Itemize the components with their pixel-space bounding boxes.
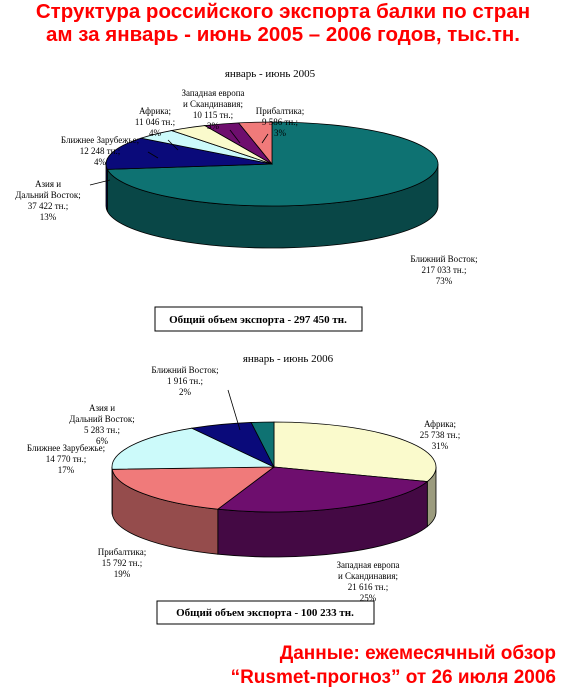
chart-2006-title: январь - июнь 2006 <box>243 353 334 365</box>
slice-label-ближнее-зарубежье: Ближнее Зарубежье; 12 248 тн.; 4% <box>61 135 139 167</box>
page-title-line2: ам за январь - июнь 2005 – 2006 годов, т… <box>46 23 520 46</box>
pie-slice-ближнее-зарубежье <box>111 427 275 470</box>
page-title: Структура российского экспорта балки по … <box>0 0 566 46</box>
pie-slice-западная-европа-и-скандинавия <box>216 466 429 513</box>
pie-slice-ближний-восток <box>250 421 275 468</box>
chart-2005-labels: Ближний Восток; 217 033 тн.; 73% Азия и Даль… <box>15 88 477 286</box>
slice-label-азия-и-дальний-восток: Азия и Дальний Восток; 37 422 тн.; 13% <box>15 179 80 222</box>
pie-wall-азия-и-дальний-восток <box>105 163 108 212</box>
leader-line-западная-европа-и-скандинавия <box>229 129 241 144</box>
slice-label-ближнее-зарубежье: Ближнее Зарубежье; 14 770 тн.; 17% <box>27 443 105 475</box>
chart-2005-title: январь - июнь 2005 <box>225 68 316 80</box>
source-note: Данные: ежемесячный обзор “Rusmet-прогно… <box>231 642 556 690</box>
chart-2006-labels: Африка; 25 738 тн.; 31% Западная европа и Ск… <box>27 365 460 603</box>
slice-label-западная-европа-и-скандинавия: Западная европа и Скандинавия; 21 616 тн.;… <box>336 560 399 603</box>
chart-2005-pie <box>105 121 439 249</box>
leader-line-африка <box>167 139 179 151</box>
slice-label-прибалтика: Прибалтика; 9 586 тн.; 3% <box>256 106 304 138</box>
slice-label-африка: Африка; 25 738 тн.; 31% <box>420 419 461 451</box>
leader-line-азия-и-дальний-восток <box>89 179 111 186</box>
source-note-line2: “Rusmet-прогноз” от 26 июля 2006 <box>230 667 556 688</box>
pie-slice-прибалтика <box>237 121 273 166</box>
chart-2006-pie <box>111 421 437 558</box>
pie-slice-африка <box>273 421 437 482</box>
slice-label-ближний-восток: Ближний Восток; 1 916 тн.; 2% <box>151 365 218 397</box>
leader-line-прибалтика <box>261 133 269 144</box>
slice-label-западная-европа-и-скандинавия: Западная европа и Скандинавия; 10 115 тн.;… <box>181 88 244 131</box>
source-note-line1: Данные: ежемесячный обзор <box>279 643 556 664</box>
pie-slice-прибалтика <box>111 466 276 510</box>
slice-label-азия-и-дальний-восток: Азия и Дальний Восток; 5 283 тн.; 6% <box>69 403 134 446</box>
leader-line-ближний-восток <box>227 389 241 431</box>
chart-2006-total-label: Общий объем экспорта - 100 233 тн. <box>176 607 354 619</box>
slice-label-африка: Африка; 11 046 тн.; 4% <box>135 106 175 138</box>
chart-2005-total-label: Общий объем экспорта - 297 450 тн. <box>169 314 347 326</box>
leader-line-ближнее-зарубежье <box>147 151 159 159</box>
slice-label-ближний-восток: Ближний Восток; 217 033 тн.; 73% <box>410 254 477 286</box>
chart-2006: январь - июнь 2006 Африка; 25 738 тн.; 31%… <box>27 353 460 625</box>
chart-2006-total-box: Общий объем экспорта - 100 233 тн. <box>156 600 375 625</box>
page-title-line1: Структура российского экспорта балки по … <box>35 0 531 23</box>
slice-label-прибалтика: Прибалтика; 15 792 тн.; 19% <box>98 547 146 579</box>
pie-side-walls <box>111 466 437 558</box>
pie-slice-азия-и-дальний-восток <box>105 137 273 170</box>
pie-slice-ближний-восток <box>106 121 439 207</box>
chart-2005-total-box: Общий объем экспорта - 297 450 тн. <box>154 306 363 332</box>
chart-2005: январь - июнь 2005 Ближний Восток; 217 03… <box>15 68 478 332</box>
